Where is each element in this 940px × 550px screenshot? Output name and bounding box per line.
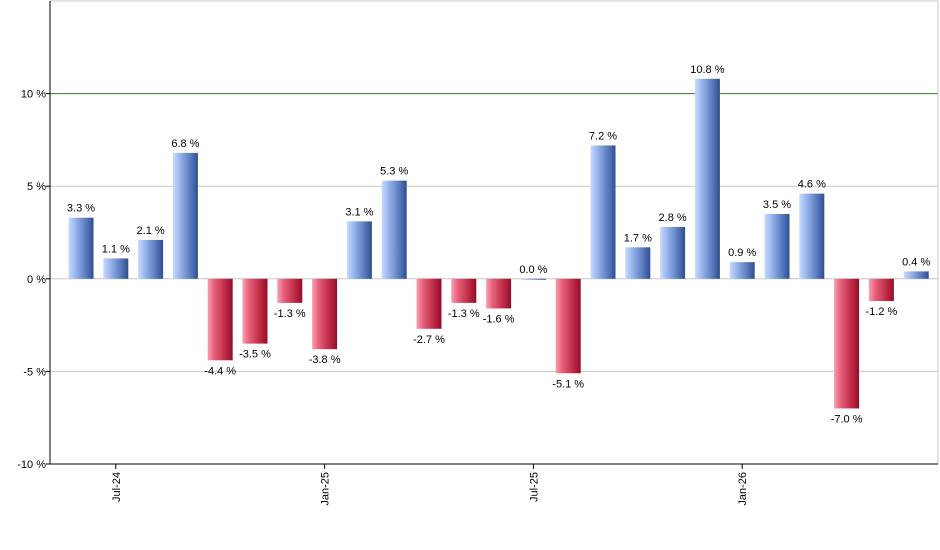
y-tick-label: -10 % (17, 459, 46, 471)
data-label: 1.1 % (102, 243, 130, 255)
y-tick-label: -5 % (23, 366, 46, 378)
x-tick-label: Jul-24 (111, 472, 123, 502)
bar (868, 278, 894, 302)
data-label: 3.3 % (67, 203, 95, 215)
bar (207, 278, 233, 361)
bar (68, 217, 94, 279)
bar (555, 278, 581, 374)
data-label: -7.0 % (831, 413, 863, 425)
data-label: -5.1 % (552, 378, 584, 390)
bar (799, 193, 825, 279)
data-label: 0.4 % (902, 256, 930, 268)
data-label: 2.8 % (659, 212, 687, 224)
bar (138, 239, 164, 279)
data-label: -1.6 % (483, 313, 515, 325)
bar (416, 278, 442, 329)
bar (172, 152, 198, 279)
data-label: -3.5 % (239, 349, 271, 361)
bars (68, 78, 929, 409)
data-label: 3.1 % (345, 206, 373, 218)
bar (242, 278, 268, 344)
bar (103, 258, 129, 279)
data-label: 3.5 % (763, 199, 791, 211)
y-tick-label: 5 % (27, 181, 46, 193)
y-tick-label: 0 % (27, 274, 46, 286)
bar (520, 278, 546, 280)
bar (346, 221, 372, 279)
bar (834, 278, 860, 409)
bar (625, 247, 651, 279)
y-tick-label: 10 % (21, 89, 46, 101)
bar (694, 78, 720, 279)
bar (451, 278, 477, 303)
bar (590, 145, 616, 279)
data-label: 4.6 % (798, 179, 826, 191)
x-tick-label: Jan-25 (320, 472, 332, 506)
bar (381, 180, 407, 279)
data-label: -4.4 % (204, 365, 236, 377)
bar (277, 278, 303, 303)
data-label: 6.8 % (171, 138, 199, 150)
data-label: 7.2 % (589, 130, 617, 142)
x-tick-label: Jul-25 (528, 472, 540, 502)
data-labels: 3.3 % 1.1 % 2.1 % 6.8 % -4.4 %-3.5 % -1.3 % -3… (67, 64, 931, 426)
data-label: 0.0 % (519, 264, 547, 276)
bar (486, 278, 512, 309)
data-label: -3.8 % (309, 354, 341, 366)
data-label: -1.2 % (866, 306, 898, 318)
bar (903, 271, 929, 279)
data-label: 2.1 % (137, 225, 165, 237)
data-label: -1.3 % (274, 308, 306, 320)
data-label: 0.9 % (728, 247, 756, 259)
data-label: 5.3 % (380, 166, 408, 178)
data-label: 1.7 % (624, 232, 652, 244)
bar (764, 213, 790, 279)
data-label: 10.8 % (690, 64, 724, 76)
bar (312, 278, 338, 350)
data-label: -2.7 % (413, 334, 445, 346)
bar (660, 226, 686, 279)
bar (729, 262, 755, 279)
axes: 10 % 5 % 0 % -5 % -10 % Jul-24 Jan-25 Jul-25 Jan… (17, 1, 938, 506)
data-label: -1.3 % (448, 308, 480, 320)
x-tick-label: Jan-26 (737, 472, 749, 506)
